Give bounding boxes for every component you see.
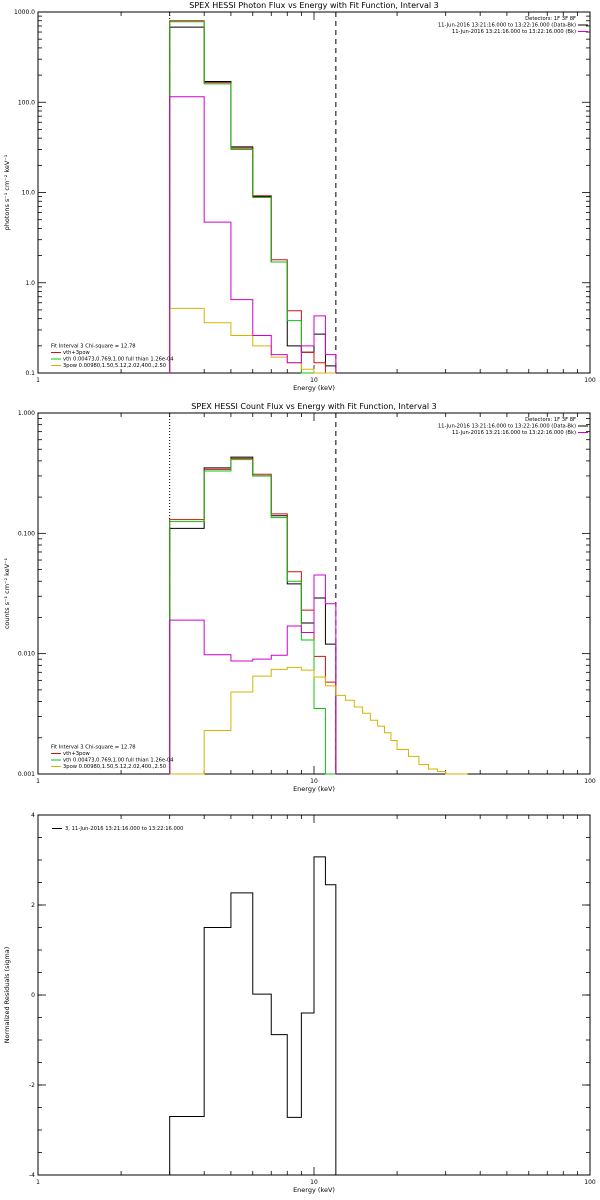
y-tick-label: 4 [31, 812, 35, 819]
y-tick-label: 0.001 [18, 771, 35, 778]
x-tick-label: 10 [310, 377, 318, 384]
y-tick-label: 2 [31, 902, 35, 909]
series-bk-histogram [169, 96, 337, 373]
x-tick-label: 10 [310, 1179, 318, 1186]
y-tick-label: 1.0 [25, 280, 35, 287]
fit-legend-label: vth+3pow [63, 751, 91, 757]
x-tick-label: 100 [584, 778, 596, 785]
interval-legend-label: 11-Jun-2016 13:21:16.000 to 13:22:16.000… [438, 424, 576, 430]
series-data-histogram [169, 456, 337, 774]
y-axis-label: photons s⁻¹ cm⁻² keV⁻¹ [3, 154, 11, 230]
series-data-histogram [169, 856, 337, 1175]
y-tick-label: 100.0 [18, 99, 35, 106]
y-axis-label: Normalized Residuals (sigma) [3, 947, 11, 1044]
chart-title: SPEX HESSI Photon Flux vs Energy with Fi… [189, 1, 439, 10]
detectors-label: Detectors: 1F 3F 8F [525, 417, 576, 423]
detectors-label: Detectors: 1F 3F 8F [525, 16, 576, 22]
fit-legend-label: 3pow 0.00980,1.50,5.12,2.02,400.,2.50 [63, 764, 166, 770]
y-tick-label: 1.000 [18, 410, 35, 417]
x-tick-label: 10 [310, 778, 318, 785]
y-tick-label: 0.010 [18, 651, 35, 658]
fit-legend-label: vth 0.00473,0.769,1.00 full thian 1.26e-… [63, 758, 174, 764]
y-tick-label: 0.100 [18, 530, 35, 537]
y-tick-label: -2 [29, 1082, 35, 1089]
y-tick-label: 0 [31, 992, 35, 999]
fit-legend-label: 3pow 0.00980,1.50,5.12,2.02,400.,2.50 [63, 363, 166, 369]
y-tick-label: -4 [29, 1172, 35, 1179]
y-tick-label: 10.0 [22, 190, 36, 197]
interval-legend-label: 11-Jun-2016 13:21:16.000 to 13:22:16.000… [452, 29, 576, 35]
x-tick-label: 100 [584, 377, 596, 384]
series-bk-histogram [169, 574, 337, 774]
x-axis-label: Energy (keV) [293, 785, 335, 793]
series-vth-histogram [169, 459, 336, 775]
series-pow-histogram [169, 666, 468, 775]
x-tick-label: 100 [584, 1179, 596, 1186]
chart-panel-1: SPEX HESSI Photon Flux vs Energy with Fi… [3, 1, 596, 392]
fit-legend-label: vth+3pow [63, 350, 91, 356]
x-axis-label: Energy (keV) [293, 384, 335, 392]
interval-legend-label: 11-Jun-2016 13:21:16.000 to 13:22:16.000… [438, 23, 576, 29]
y-tick-label: 0.1 [25, 370, 35, 377]
interval-legend-label: 11-Jun-2016 13:21:16.000 to 13:22:16.000… [452, 430, 576, 436]
series-total-histogram [169, 457, 337, 774]
fit-chi-square-label: Fit Interval 3 Chi-square = 12.78 [51, 344, 136, 350]
x-tick-label: 1 [36, 778, 40, 785]
x-tick-label: 1 [36, 377, 40, 384]
fit-chi-square-label: Fit Interval 3 Chi-square = 12.78 [51, 745, 136, 751]
y-axis-label: counts s⁻¹ cm⁻² keV⁻¹ [3, 557, 11, 629]
x-tick-label: 1 [36, 1179, 40, 1186]
residual-legend-label: 3, 11-Jun-2016 13:21:16.000 to 13:22:16.… [65, 826, 183, 832]
y-tick-label: 1000.0 [14, 9, 35, 16]
chart-panel-2: SPEX HESSI Count Flux vs Energy with Fit… [3, 402, 596, 793]
fit-legend-label: vth 0.00473,0.769,1.00 full thian 1.26e-… [63, 357, 174, 363]
x-axis-label: Energy (keV) [293, 1186, 335, 1194]
chart-panel-3: 1 10 100 Energy (keV) -4 -2 0 2 4 Normalized Resi… [3, 812, 596, 1194]
series-vth-histogram [169, 21, 336, 374]
chart-title: SPEX HESSI Count Flux vs Energy with Fit… [191, 402, 436, 411]
